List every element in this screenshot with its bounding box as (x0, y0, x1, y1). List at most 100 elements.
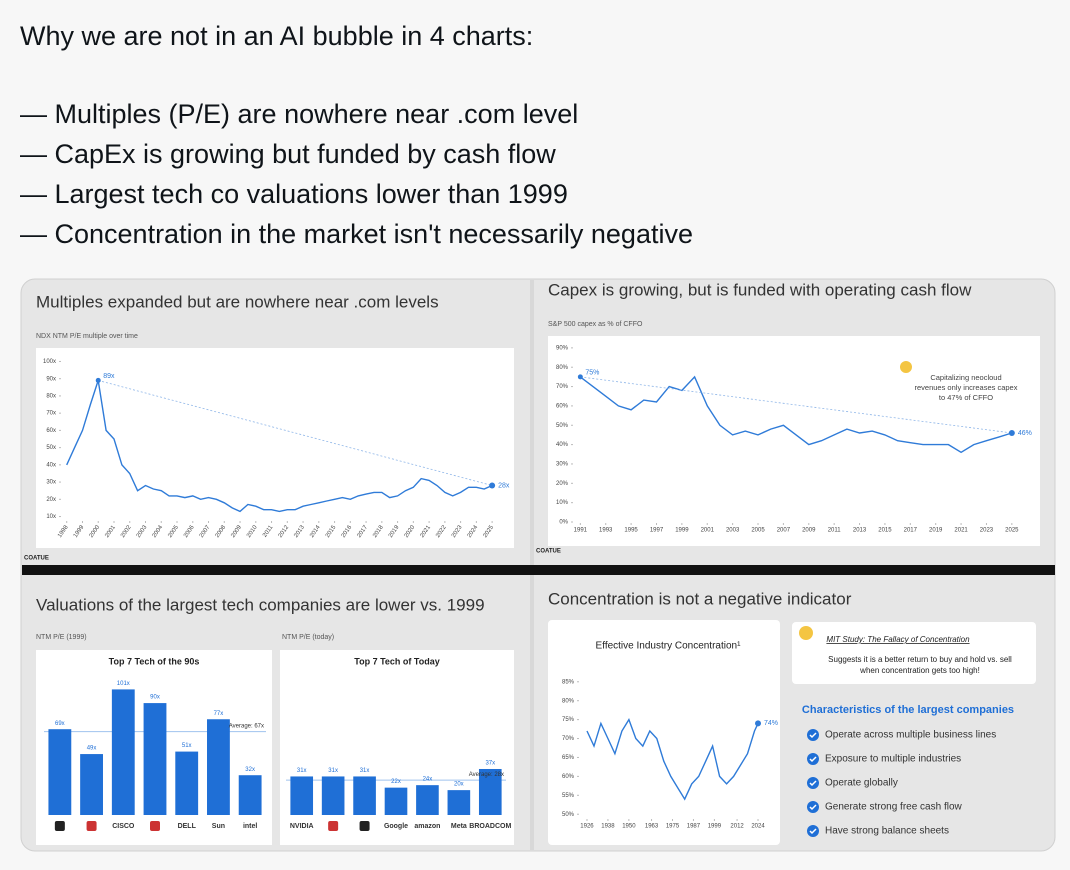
check-mark (809, 804, 817, 811)
bar (111, 689, 135, 815)
x-tick-label: 2001 (701, 528, 715, 534)
category-label: NVIDIA (290, 823, 314, 830)
list-item: Have strong balance sheets (825, 826, 949, 837)
separator (22, 565, 1055, 575)
bar (143, 703, 167, 815)
trend-line (580, 376, 1012, 434)
x-tick-label: 2017 (904, 528, 918, 534)
category-label: intel (243, 823, 257, 830)
y-tick-label: 20x (46, 497, 56, 503)
x-tick-label: 2003 (726, 528, 740, 534)
value-label: 22x (391, 779, 401, 785)
value-label: 101x (117, 681, 130, 687)
value-label: 90x (150, 695, 160, 701)
x-tick-label: 2021 (954, 528, 968, 534)
y-tick-label: 80% (562, 698, 575, 704)
end-dot (1008, 430, 1015, 436)
y-tick-label: 0% (559, 520, 568, 526)
x-tick-label: 1991 (574, 528, 588, 534)
y-tick-label: 75% (562, 717, 575, 723)
line (579, 375, 1013, 454)
x-tick-label: 2009 (802, 528, 816, 534)
chart-subtitle: NDX NTM P/E multiple over time (36, 333, 138, 340)
post-text: Why we are not in an AI bubble in 4 char… (20, 21, 533, 51)
x-tick-label: 2025 (1005, 528, 1019, 534)
y-tick-label: 50% (562, 812, 575, 818)
study-note: when concentration gets too high! (859, 666, 980, 675)
study-note: Suggests it is a better return to buy an… (828, 655, 1012, 664)
chart-subtitle: Effective Industry Concentration¹ (596, 641, 742, 652)
category-label: amazon (414, 823, 440, 830)
chart-title: Valuations of the largest tech companies… (36, 595, 485, 614)
separator (530, 575, 534, 850)
list-item: Generate strong free cash flow (825, 802, 963, 813)
value-label: 37x (485, 761, 495, 767)
y-tick-label: 90x (46, 376, 56, 382)
y-tick-label: 10% (556, 500, 569, 506)
y-tick-label: 60% (556, 403, 569, 409)
y-tick-label: 30% (556, 462, 569, 468)
plot-bg (548, 336, 1040, 546)
x-tick-label: 2024 (751, 824, 765, 830)
y-tick-label: 50% (556, 423, 569, 429)
x-tick-label: 1999 (675, 528, 689, 534)
plot-bg (280, 650, 514, 845)
y-tick-label: 70% (562, 736, 575, 742)
bar (175, 751, 199, 815)
bar (416, 785, 439, 815)
separator (530, 280, 534, 565)
chart-subtitle: S&P 500 capex as % of CFFO (548, 321, 643, 328)
callout: Capitalizing neocloud revenues only incre… (915, 373, 1018, 402)
x-tick-label: 2011 (828, 528, 842, 534)
chart-subtitle: NTM P/E (1999) (36, 634, 87, 641)
footer: COATUE (536, 549, 561, 555)
end-label: 46% (1018, 430, 1032, 437)
panel-title: Top 7 Tech of the 90s (109, 656, 200, 666)
x-tick-label: 2013 (853, 528, 867, 534)
logo (359, 821, 370, 831)
bar (290, 776, 314, 815)
value-label: 32x (245, 767, 255, 773)
chart-subtitle: NTM P/E (today) (282, 634, 334, 641)
x-tick-label: 1938 (601, 824, 615, 830)
category-label: CISCO (112, 823, 135, 830)
logo (150, 821, 160, 831)
y-tick-label: 65% (562, 755, 575, 761)
logo (328, 821, 339, 831)
y-tick-label: 100x (43, 359, 56, 365)
line (66, 380, 493, 513)
y-tick-label: 85% (562, 679, 575, 685)
x-tick-label: 2023 (980, 528, 994, 534)
emoji (900, 361, 912, 373)
x-tick-label: 2005 (751, 528, 765, 534)
y-tick-label: 90% (556, 345, 569, 351)
y-tick-label: 55% (562, 793, 575, 799)
bar (384, 787, 408, 815)
x-tick-label: 1995 (624, 528, 638, 534)
x-tick-label: 2007 (777, 528, 791, 534)
x-tick-label: 1926 (580, 824, 594, 830)
y-tick-label: 10x (46, 514, 56, 520)
post-text: — Concentration in the market isn't nece… (20, 219, 693, 249)
average-label: Average: 28x (469, 772, 504, 778)
x-tick-label: 1975 (666, 824, 680, 830)
y-tick-label: 70% (556, 384, 569, 390)
end-dot (755, 720, 762, 727)
value-label: 31x (297, 768, 307, 774)
check-mark (809, 780, 817, 787)
x-tick-label: 1950 (622, 824, 636, 830)
bar (207, 719, 230, 815)
x-tick-label: 1993 (599, 528, 613, 534)
peak-label: 89x (103, 373, 115, 380)
y-tick-label: 40x (46, 462, 56, 468)
category-label: Sun (212, 823, 225, 830)
y-tick-label: 50x (46, 445, 56, 451)
end-label: 28x (498, 482, 510, 489)
x-tick-label: 1997 (650, 528, 664, 534)
post-text: — CapEx is growing but funded by cash fl… (20, 139, 556, 169)
plot-bg (548, 620, 780, 845)
y-tick-label: 40% (556, 442, 569, 448)
y-tick-label: 60x (46, 428, 56, 434)
end-dot (489, 482, 496, 489)
